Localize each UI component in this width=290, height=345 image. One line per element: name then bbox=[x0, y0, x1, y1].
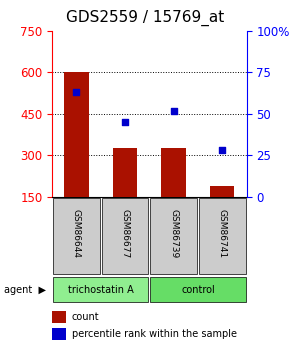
Text: count: count bbox=[72, 312, 99, 322]
Text: trichostatin A: trichostatin A bbox=[68, 285, 134, 295]
Bar bbox=[52, 328, 66, 340]
Text: GSM86739: GSM86739 bbox=[169, 208, 178, 258]
Text: GSM86677: GSM86677 bbox=[121, 208, 130, 258]
Bar bbox=[162, 148, 186, 197]
Bar bbox=[113, 148, 137, 197]
FancyBboxPatch shape bbox=[150, 198, 197, 274]
Bar bbox=[210, 186, 234, 197]
Bar bbox=[64, 72, 89, 197]
FancyBboxPatch shape bbox=[102, 198, 148, 274]
Point bbox=[74, 90, 79, 95]
Bar bbox=[52, 310, 66, 323]
FancyBboxPatch shape bbox=[199, 198, 246, 274]
Text: GSM86644: GSM86644 bbox=[72, 208, 81, 258]
Text: agent  ▶: agent ▶ bbox=[4, 285, 46, 295]
FancyBboxPatch shape bbox=[150, 277, 246, 302]
Text: control: control bbox=[181, 285, 215, 295]
FancyBboxPatch shape bbox=[53, 198, 100, 274]
Text: GDS2559 / 15769_at: GDS2559 / 15769_at bbox=[66, 9, 224, 26]
Text: percentile rank within the sample: percentile rank within the sample bbox=[72, 329, 237, 339]
Point bbox=[171, 108, 176, 113]
Point bbox=[220, 148, 224, 153]
FancyBboxPatch shape bbox=[53, 277, 148, 302]
Text: GSM86741: GSM86741 bbox=[218, 208, 227, 258]
Point bbox=[123, 119, 127, 125]
